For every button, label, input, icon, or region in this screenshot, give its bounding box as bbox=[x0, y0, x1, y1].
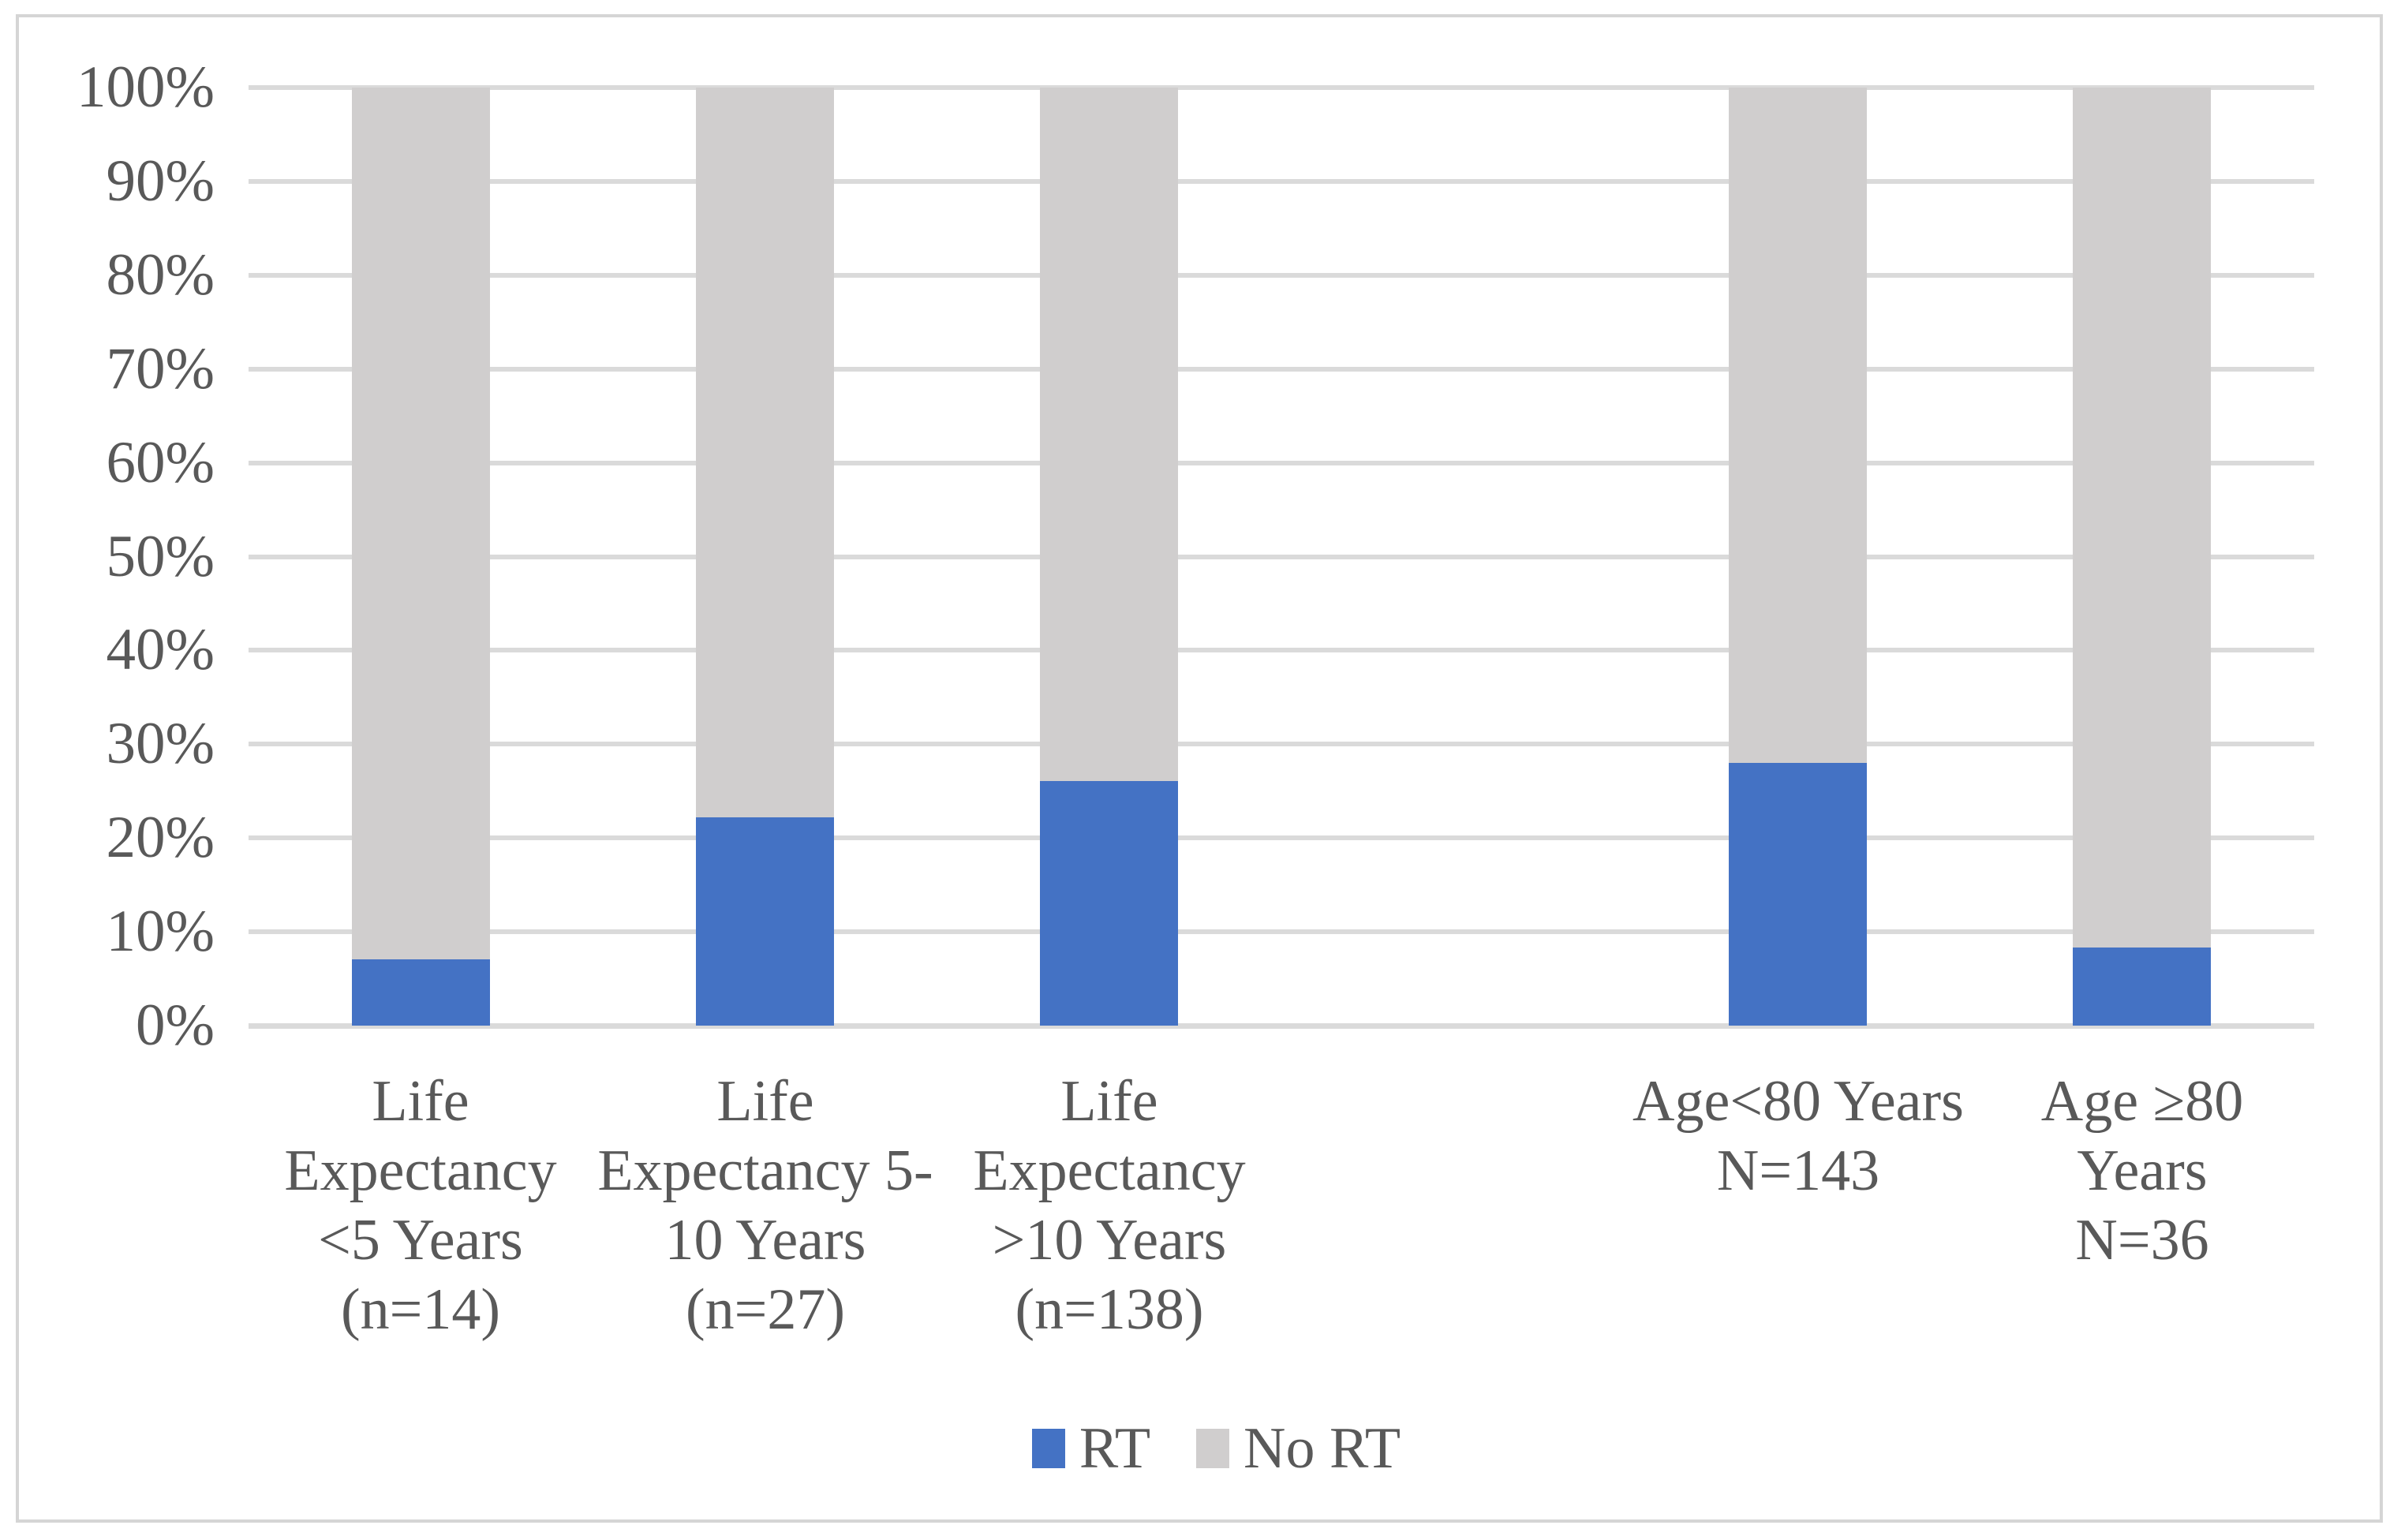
gridline-100 bbox=[249, 85, 2314, 90]
plot-area bbox=[249, 85, 2314, 1029]
bar-segment-no-rt bbox=[1729, 88, 1867, 763]
category-label-line: Life bbox=[372, 1069, 469, 1134]
category-label-line: Expectancy bbox=[973, 1138, 1246, 1203]
y-tick-label-80: 80% bbox=[106, 242, 215, 308]
legend-label: RT bbox=[1079, 1416, 1151, 1481]
y-tick-label-70: 70% bbox=[106, 336, 215, 402]
y-tick-label-60: 60% bbox=[106, 430, 215, 495]
y-tick-label-20: 20% bbox=[106, 805, 215, 870]
category-label-line: Expectancy bbox=[284, 1138, 557, 1203]
gridline-50 bbox=[249, 555, 2314, 559]
category-label-line: (n=138) bbox=[1015, 1277, 1204, 1342]
category-label-2: Life Expectancy >10 Years (n=138) bbox=[904, 1067, 1315, 1344]
bar-segment-rt bbox=[352, 959, 490, 1026]
y-tick-label-0: 0% bbox=[136, 992, 215, 1058]
figure-border bbox=[16, 14, 2383, 1523]
category-label-0: Life Expectancy <5 Years (n=14) bbox=[215, 1067, 626, 1344]
category-label-line: N=143 bbox=[1716, 1138, 1880, 1203]
category-label-line: 10 Years bbox=[664, 1208, 866, 1273]
category-label-3: Age<80 Years N=143 bbox=[1593, 1067, 2003, 1205]
gridline-20 bbox=[249, 835, 2314, 840]
legend-label: No RT bbox=[1244, 1416, 1401, 1481]
category-label-line: (n=27) bbox=[685, 1277, 846, 1342]
bar-segment-no-rt bbox=[352, 88, 490, 959]
category-label-line: Years bbox=[2077, 1138, 2208, 1203]
category-label-1: Life Expectancy 5- 10 Years (n=27) bbox=[560, 1067, 970, 1344]
category-label-line: >10 Years bbox=[992, 1208, 1227, 1273]
bar-segment-rt bbox=[1729, 763, 1867, 1026]
bar-segment-no-rt bbox=[1040, 88, 1178, 781]
y-tick-label-100: 100% bbox=[77, 54, 215, 120]
gridline-30 bbox=[249, 742, 2314, 746]
bar-segment-rt bbox=[2073, 948, 2211, 1026]
gridline-80 bbox=[249, 273, 2314, 278]
gridline-70 bbox=[249, 367, 2314, 372]
legend-item-no-rt: No RT bbox=[1196, 1417, 1401, 1480]
x-axis-line bbox=[249, 1023, 2314, 1029]
chart-legend: RT No RT bbox=[32, 1417, 2401, 1480]
category-label-line: N=36 bbox=[2075, 1208, 2209, 1273]
category-label-line: Life bbox=[716, 1069, 814, 1134]
category-label-line: Age ≥80 bbox=[2040, 1069, 2244, 1134]
category-label-4: Age ≥80 Years N=36 bbox=[1937, 1067, 2347, 1275]
category-label-line: <5 Years bbox=[318, 1208, 523, 1273]
y-tick-label-10: 10% bbox=[106, 899, 215, 964]
bar-segment-rt bbox=[696, 817, 834, 1026]
category-label-line: Expectancy 5- bbox=[597, 1138, 933, 1203]
legend-swatch-icon bbox=[1031, 1429, 1065, 1468]
category-label-line: Life bbox=[1060, 1069, 1158, 1134]
y-tick-label-90: 90% bbox=[106, 148, 215, 214]
bar-segment-no-rt bbox=[696, 88, 834, 817]
y-tick-label-30: 30% bbox=[106, 711, 215, 776]
gridline-10 bbox=[249, 929, 2314, 934]
gridline-60 bbox=[249, 461, 2314, 465]
legend-item-rt: RT bbox=[1031, 1416, 1151, 1481]
y-tick-label-40: 40% bbox=[106, 617, 215, 682]
gridline-40 bbox=[249, 648, 2314, 652]
bar-segment-rt bbox=[1040, 781, 1178, 1026]
category-label-line: Age<80 Years bbox=[1632, 1069, 1964, 1134]
bar-segment-no-rt bbox=[2073, 88, 2211, 948]
category-label-line: (n=14) bbox=[340, 1277, 501, 1342]
legend-swatch-icon bbox=[1196, 1429, 1230, 1468]
y-tick-label-50: 50% bbox=[106, 524, 215, 589]
gridline-90 bbox=[249, 179, 2314, 184]
